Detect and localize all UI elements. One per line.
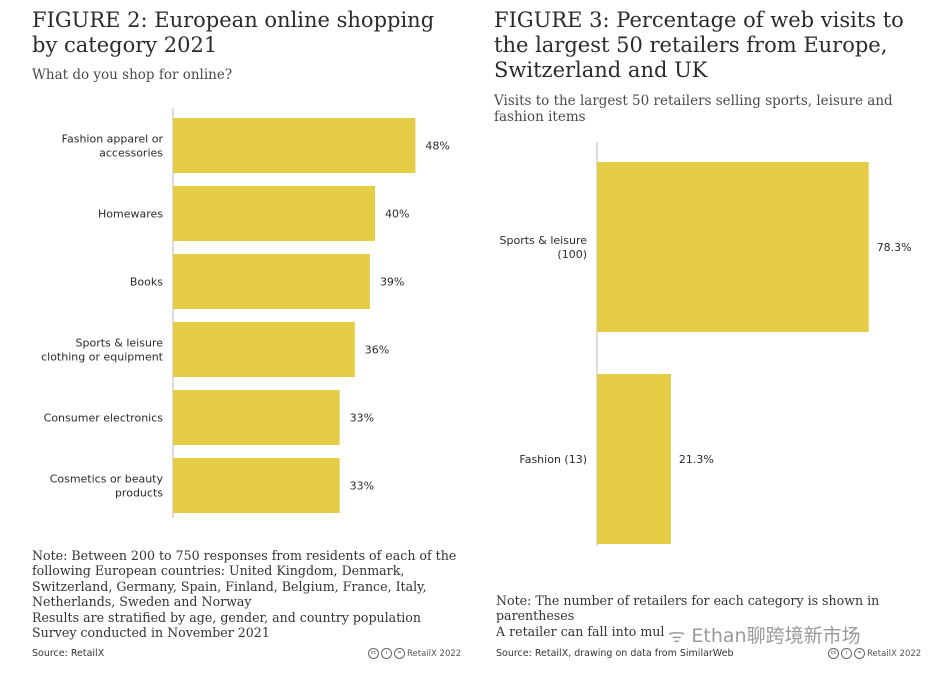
category-label: Sports & leisure xyxy=(500,234,588,247)
category-label: Consumer electronics xyxy=(44,412,164,425)
figure-3-panel: FIGURE 3: Percentage of web visits to th… xyxy=(466,0,933,675)
note-line: following European countries: United Kin… xyxy=(32,563,405,579)
figure-2-note: Note: Between 200 to 750 responses from … xyxy=(32,548,457,640)
watermark: ᯤ Ethan聊跨境新市场 xyxy=(668,621,861,648)
figure-3-title: FIGURE 3: Percentage of web visits to th… xyxy=(494,8,904,82)
nd-icon: = xyxy=(854,648,865,659)
note-line: Note: The number of retailers for each c… xyxy=(496,593,880,608)
category-label: Books xyxy=(130,276,163,289)
bar-value-label: 39% xyxy=(380,276,404,289)
figure-3-source: Source: RetailX, drawing on data from Si… xyxy=(496,648,734,659)
category-label: Fashion apparel or xyxy=(62,133,164,146)
cc-icon: cc xyxy=(368,648,379,659)
category-label: clothing or equipment xyxy=(41,351,164,364)
bar-value-label: 36% xyxy=(365,344,389,357)
bar xyxy=(173,458,340,513)
bar xyxy=(173,254,370,309)
watermark-text: Ethan聊跨境新市场 xyxy=(691,625,861,647)
figure-2-source: Source: RetailX xyxy=(32,648,105,659)
category-label: products xyxy=(115,487,163,500)
note-line: Netherlands, Sweden and Norway xyxy=(32,594,252,610)
figure-2-panel: FIGURE 2: European online shopping by ca… xyxy=(0,0,466,675)
bar-value-label: 33% xyxy=(350,412,374,425)
figure-2-credit-label: RetailX 2022 xyxy=(407,648,462,659)
bar-value-label: 40% xyxy=(385,208,409,221)
category-label: Cosmetics or beauty xyxy=(50,473,164,486)
bar xyxy=(597,162,869,332)
bar-value-label: 21.3% xyxy=(679,453,714,466)
category-label: Homewares xyxy=(98,208,163,221)
bar-value-label: 48% xyxy=(425,140,449,153)
figure-3-credit-label: RetailX 2022 xyxy=(867,648,922,659)
category-label: Sports & leisure xyxy=(76,337,164,350)
wechat-icon: ᯤ xyxy=(668,625,686,647)
bar-value-label: 33% xyxy=(350,480,374,493)
bar-value-label: 78.3% xyxy=(877,241,912,254)
category-label: Fashion (13) xyxy=(519,453,587,466)
cc-icon: cc xyxy=(828,648,839,659)
note-line: Results are stratified by age, gender, a… xyxy=(32,609,421,625)
category-label: accessories xyxy=(99,147,163,160)
note-line: A retailer can fall into mul xyxy=(496,623,665,639)
figure-2-title: FIGURE 2: European online shopping by ca… xyxy=(32,8,435,57)
figure-2-subtitle: What do you shop for online? xyxy=(32,67,233,83)
figure-3-bar-chart: 78.3% Sports & leisure(100) 21.3% Fashion (… xyxy=(500,142,912,546)
nd-icon: = xyxy=(394,648,405,659)
note-line: Switzerland, Germany, Spain, Finland, Be… xyxy=(32,578,427,594)
figure-3-subtitle: Visits to the largest 50 retailers selli… xyxy=(494,93,893,125)
bar xyxy=(597,374,671,544)
note-line: parentheses xyxy=(496,608,575,624)
bar xyxy=(173,118,416,173)
note-line: Note: Between 200 to 750 responses from … xyxy=(32,548,457,563)
bar xyxy=(173,390,340,445)
note-line: Survey conducted in November 2021 xyxy=(32,625,270,641)
by-icon: i xyxy=(841,648,852,659)
figure-3-note: Note: The number of retailers for each c… xyxy=(496,593,916,639)
by-icon: i xyxy=(381,648,392,659)
figure-3-credit: cc i = RetailX 2022 xyxy=(828,648,921,659)
category-label: (100) xyxy=(557,248,587,261)
figure-2-credit: cc i = RetailX 2022 xyxy=(368,648,461,659)
bar xyxy=(173,186,375,241)
bar xyxy=(173,322,355,377)
